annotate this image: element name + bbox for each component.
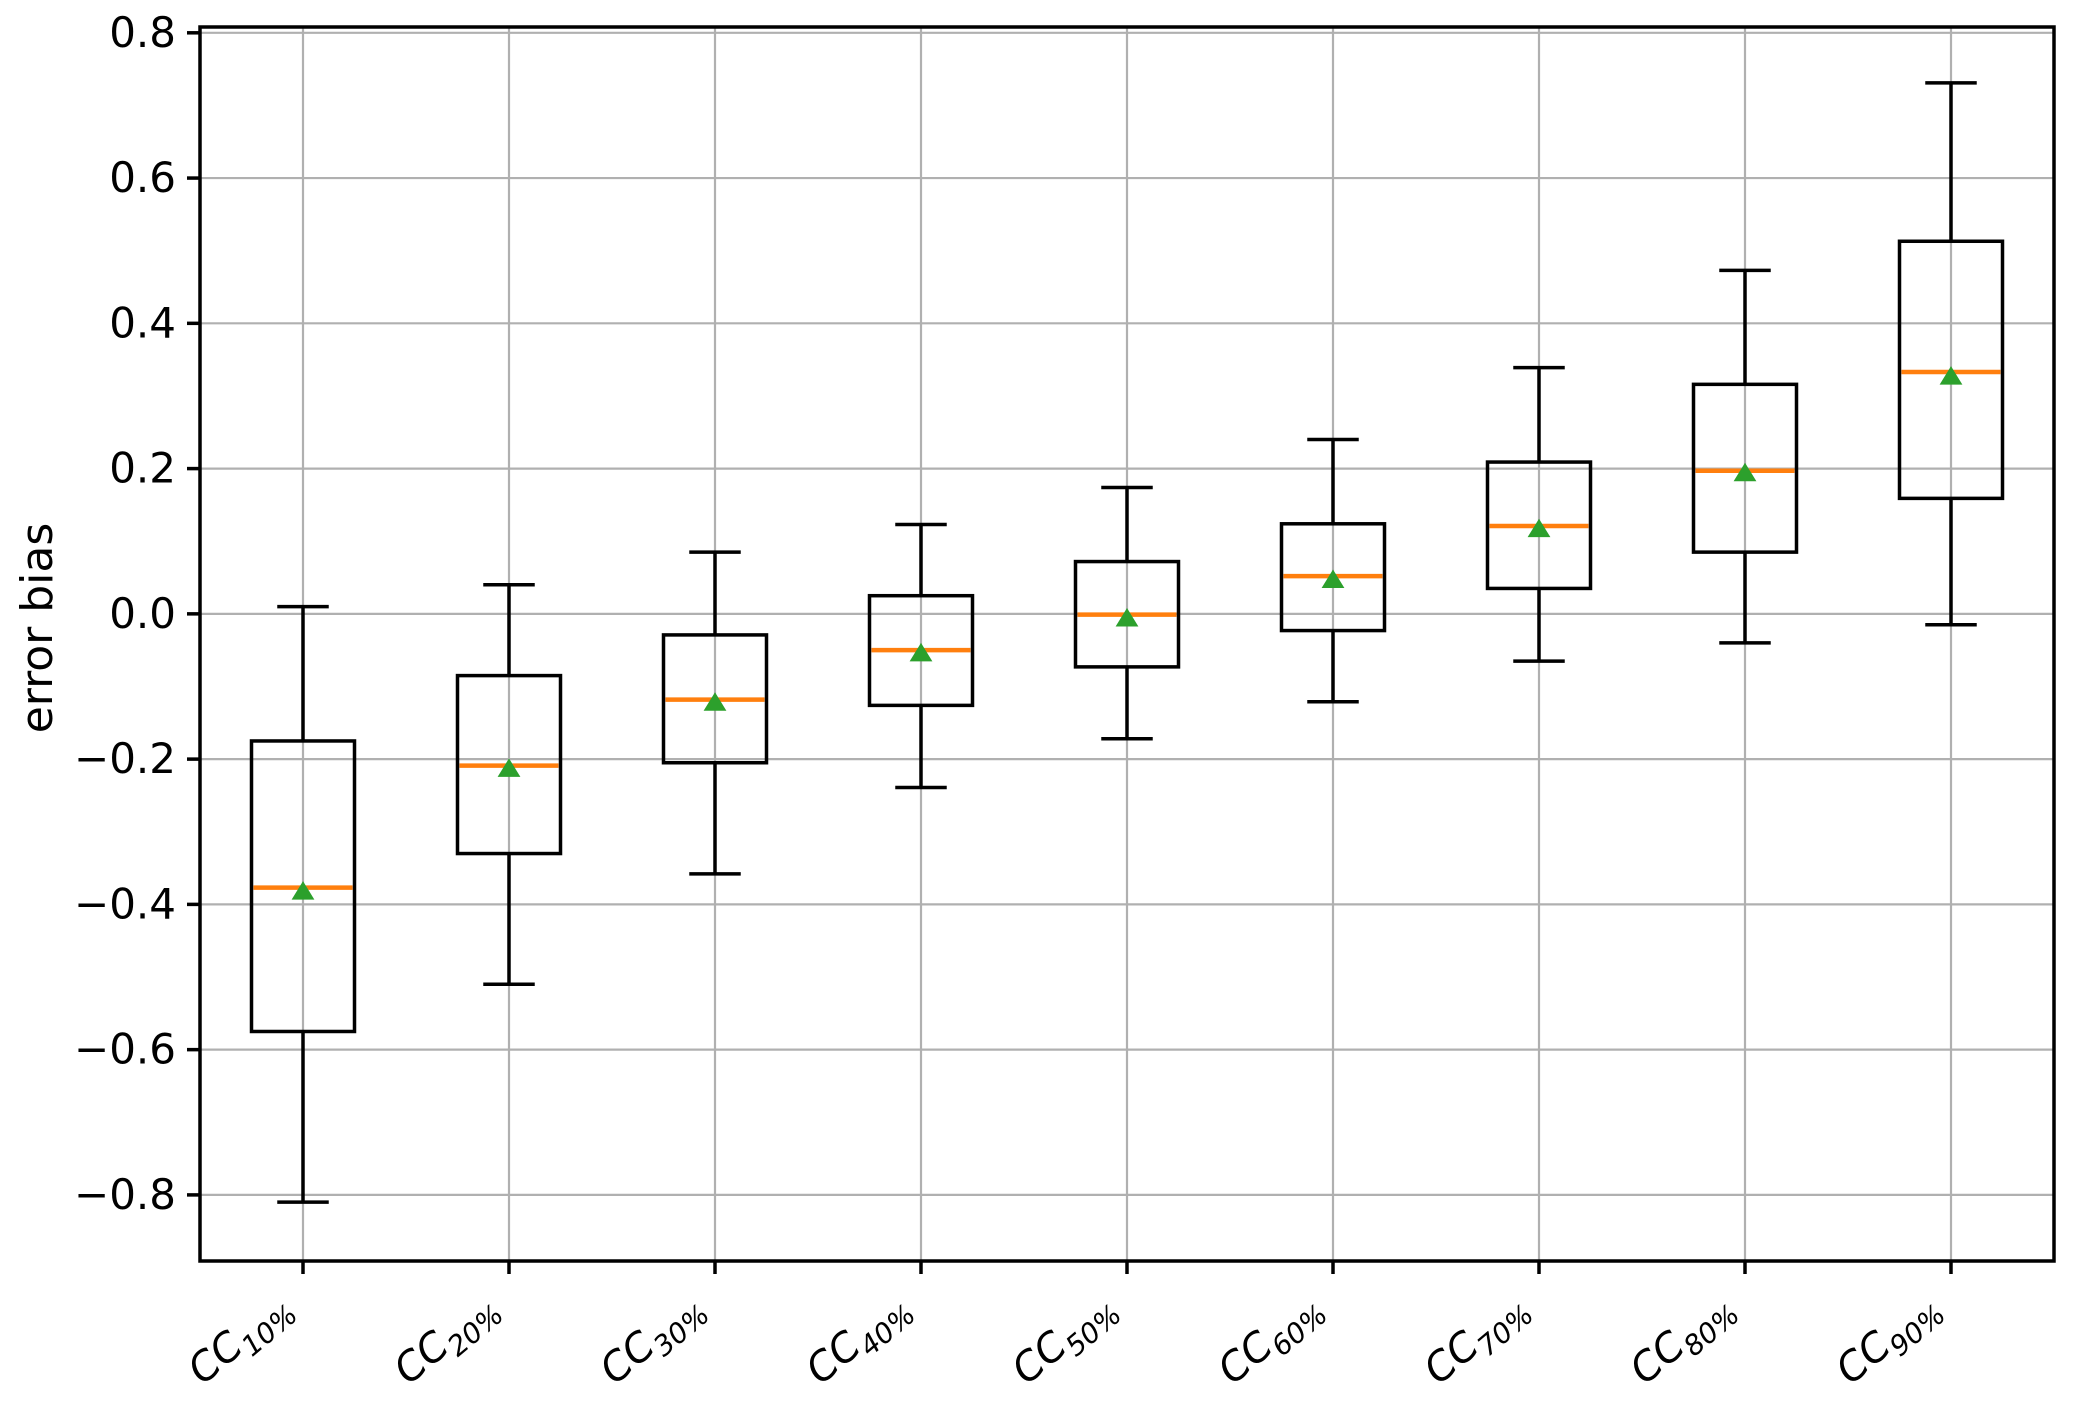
box — [1691, 382, 1799, 554]
mean-marker — [1733, 462, 1757, 482]
y-tick-label: 0.6 — [109, 153, 176, 202]
y-tick-label: 0.4 — [109, 298, 176, 347]
grid — [200, 27, 2054, 1261]
tick-labels: 0.8 0.6 0.4 0.2 0.0 −0.2 −0.4 −0.6 −0.8 CC10% CC20… — [74, 8, 1952, 1399]
box — [455, 673, 563, 856]
x-tick-label: CC80% — [1621, 1282, 1746, 1399]
mean-marker — [1321, 569, 1345, 588]
box-CC20% — [455, 583, 563, 987]
mean-marker — [909, 642, 933, 662]
x-tick-label: CC70% — [1415, 1282, 1540, 1399]
x-tick-label: CC30% — [591, 1282, 716, 1399]
mean-marker — [497, 758, 521, 777]
box-CC40% — [867, 522, 975, 790]
mean-marker — [291, 881, 315, 900]
y-tick-label: −0.6 — [74, 1025, 176, 1074]
mean-marker — [1115, 608, 1139, 627]
x-tick-label: CC50% — [1003, 1282, 1128, 1399]
box — [1279, 522, 1387, 633]
y-tick-label: 0.2 — [109, 444, 176, 493]
box-CC90% — [1897, 81, 2005, 627]
x-tick-label: CC90% — [1827, 1282, 1952, 1399]
y-tick-label: −0.8 — [74, 1170, 176, 1219]
box-CC70% — [1485, 365, 1593, 663]
mean-marker — [1527, 518, 1551, 538]
box — [1897, 239, 2005, 501]
box-CC30% — [661, 550, 769, 876]
box-CC10% — [249, 604, 357, 1204]
y-tick-label: 0.0 — [109, 589, 176, 638]
x-tick-label: CC60% — [1209, 1282, 1334, 1399]
x-tick-label: CC10% — [179, 1282, 304, 1399]
y-axis-label: error bias — [12, 523, 63, 734]
box — [1073, 559, 1181, 669]
y-tick-label: −0.4 — [74, 879, 176, 928]
box-CC80% — [1691, 268, 1799, 645]
x-tick-label: CC40% — [797, 1282, 922, 1399]
y-tick-label: −0.2 — [74, 734, 176, 783]
y-tick-label: 0.8 — [109, 8, 176, 57]
x-tick-label: CC20% — [385, 1282, 510, 1399]
box — [1485, 460, 1593, 591]
box — [249, 739, 357, 1034]
axes — [187, 25, 2056, 1274]
box-CC50% — [1073, 485, 1181, 741]
mean-marker — [703, 692, 727, 711]
box-CC60% — [1279, 437, 1387, 704]
box — [661, 633, 769, 765]
mean-marker — [1939, 366, 1963, 385]
box-series — [249, 81, 2005, 1204]
box — [867, 593, 975, 708]
